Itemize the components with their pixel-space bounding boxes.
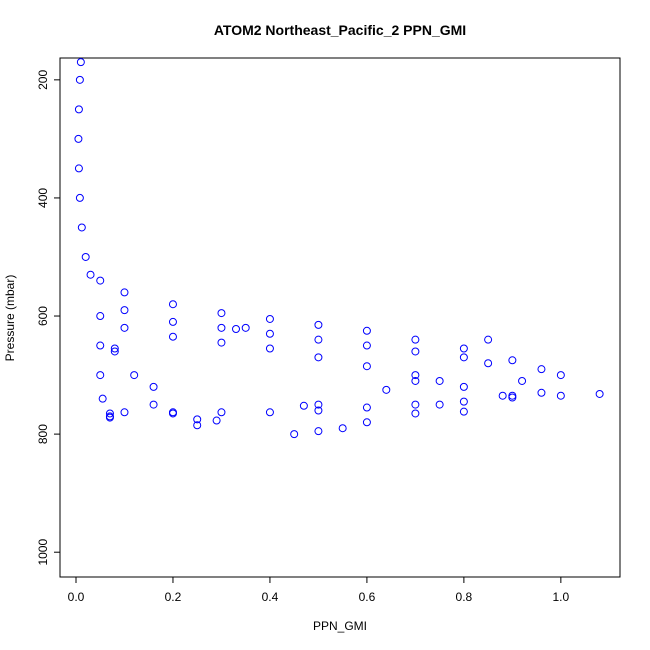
point [508, 356, 517, 365]
point [168, 317, 177, 326]
point [120, 323, 129, 332]
point [459, 353, 468, 362]
point [168, 300, 177, 309]
point [76, 58, 85, 67]
point [217, 323, 226, 332]
point [74, 164, 83, 173]
point [537, 365, 546, 374]
point [265, 314, 274, 323]
point [484, 359, 493, 368]
point [75, 193, 84, 202]
point [98, 394, 107, 403]
point [556, 391, 565, 400]
point [105, 412, 114, 421]
point [74, 105, 83, 114]
point [411, 335, 420, 344]
chart-title: ATOM2 Northeast_Pacific_2 PPN_GMI [214, 22, 466, 38]
x-tick-label: 0.0 [68, 590, 85, 604]
point [314, 406, 323, 415]
point [362, 326, 371, 335]
point [537, 388, 546, 397]
x-axis-label: PPN_GMI [313, 619, 367, 633]
point [411, 400, 420, 409]
point [265, 408, 274, 417]
point [149, 382, 158, 391]
point [314, 320, 323, 329]
point [193, 421, 202, 430]
y-axis-label: Pressure (mbar) [3, 275, 17, 362]
point [120, 306, 129, 315]
point [168, 409, 177, 418]
point [508, 391, 517, 400]
point [435, 400, 444, 409]
point [595, 389, 604, 398]
point [362, 418, 371, 427]
point [74, 134, 83, 143]
point [217, 408, 226, 417]
x-tick-label: 0.6 [359, 590, 376, 604]
x-tick-label: 1.0 [553, 590, 570, 604]
point [556, 371, 565, 380]
point [338, 424, 347, 433]
point [459, 382, 468, 391]
point [484, 335, 493, 344]
point [149, 400, 158, 409]
x-tick-label: 0.4 [262, 590, 279, 604]
point [81, 252, 90, 261]
point [411, 347, 420, 356]
point [314, 335, 323, 344]
point [314, 427, 323, 436]
point [299, 401, 308, 410]
point [120, 288, 129, 297]
point [75, 75, 84, 84]
y-tick-label: 800 [36, 424, 50, 444]
point [241, 323, 250, 332]
point [314, 353, 323, 362]
point [459, 344, 468, 353]
point [120, 408, 129, 417]
point [96, 312, 105, 321]
point [168, 332, 177, 341]
point [217, 338, 226, 347]
point [96, 276, 105, 285]
point [362, 341, 371, 350]
point [110, 347, 119, 356]
point [411, 371, 420, 380]
point [498, 391, 507, 400]
point [362, 403, 371, 412]
point [105, 409, 114, 418]
point [110, 344, 119, 353]
y-tick-label: 600 [36, 306, 50, 326]
point [265, 329, 274, 338]
point [518, 376, 527, 385]
point [411, 409, 420, 418]
point [86, 270, 95, 279]
point [411, 376, 420, 385]
point [96, 371, 105, 380]
y-tick-label: 400 [36, 188, 50, 208]
point [193, 415, 202, 424]
y-tick-label: 1000 [36, 539, 50, 566]
point [217, 309, 226, 318]
point [232, 325, 240, 334]
point [212, 416, 221, 425]
point [265, 344, 274, 353]
point [96, 341, 105, 350]
point [130, 371, 139, 380]
x-tick-label: 0.2 [165, 590, 182, 604]
point [77, 223, 86, 232]
x-tick-label: 0.8 [456, 590, 473, 604]
point [314, 400, 323, 409]
point [459, 397, 468, 406]
point [362, 362, 371, 371]
y-tick-label: 200 [36, 70, 50, 90]
point [382, 385, 391, 394]
point [459, 407, 468, 416]
plot-frame [59, 57, 621, 578]
point [290, 430, 299, 439]
point [435, 376, 444, 385]
